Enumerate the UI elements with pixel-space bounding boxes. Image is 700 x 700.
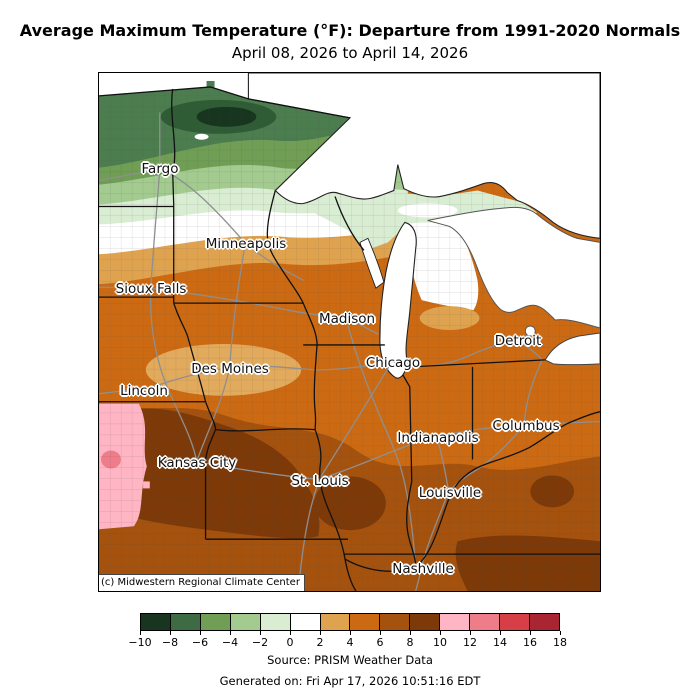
tick-label: 6: [376, 636, 384, 649]
colorbar-segment: [260, 614, 291, 630]
city-label-madison: Madison: [318, 311, 376, 327]
colorbar-segment: [410, 614, 441, 630]
lake-michigan: [379, 221, 417, 379]
tick-mark: [290, 631, 291, 635]
tick-mark: [350, 631, 351, 635]
page-title: Average Maximum Temperature (°F): Depart…: [19, 21, 681, 40]
tick-label: 18: [553, 636, 567, 649]
tick-label: 0: [286, 636, 294, 649]
tick-label: 12: [463, 636, 477, 649]
lake-huron: [427, 206, 600, 329]
city-label-chicago: Chicago: [365, 355, 421, 371]
colorbar-segment: [320, 614, 351, 630]
departure-colorbar: [140, 613, 560, 631]
colorbar-segment: [170, 614, 201, 630]
tick-label: 8: [406, 636, 414, 649]
tick-label: 4: [346, 636, 354, 649]
tick-mark: [380, 631, 381, 635]
map-attribution: (c) Midwestern Regional Climate Center: [99, 574, 305, 591]
tick-label: 16: [523, 636, 537, 649]
colorbar-segment: [141, 614, 171, 630]
colorbar-segment: [290, 614, 321, 630]
tick-label: −8: [161, 636, 179, 649]
generated-line: Generated on: Fri Apr 17, 2026 10:51:16 …: [219, 674, 481, 688]
city-label-des-moines: Des Moines: [191, 361, 269, 377]
tick-mark: [200, 631, 201, 635]
tick-label: −2: [251, 636, 269, 649]
city-label-columbus: Columbus: [492, 418, 560, 434]
city-label-detroit: Detroit: [494, 333, 542, 349]
city-label-kansas-city: Kansas City: [157, 455, 237, 471]
colorbar-segment: [230, 614, 261, 630]
lake-erie: [544, 332, 600, 366]
tick-mark: [320, 631, 321, 635]
devils-lake: [194, 133, 209, 140]
highway-lines: [99, 112, 600, 591]
tick-mark: [500, 631, 501, 635]
city-label-fargo: Fargo: [141, 161, 179, 177]
source-line: Source: PRISM Weather Data: [267, 653, 433, 667]
map-region: Fargo Minneapolis Sioux Falls Madison Detroi…: [98, 72, 601, 592]
tick-mark: [170, 631, 171, 635]
city-label-louisville: Louisville: [418, 485, 482, 501]
tick-label: −4: [221, 636, 239, 649]
colorbar-segment: [500, 614, 530, 630]
tick-label: −6: [191, 636, 209, 649]
lake-st-clair: [524, 325, 536, 337]
tick-mark: [470, 631, 471, 635]
date-range-subtitle: April 08, 2026 to April 14, 2026: [231, 44, 469, 62]
tick-label: 2: [316, 636, 324, 649]
tick-label: 14: [493, 636, 507, 649]
colorbar-segment: [380, 614, 411, 630]
tick-label: −10: [128, 636, 152, 649]
colorbar-segment: [529, 614, 559, 630]
city-label-lincoln: Lincoln: [120, 383, 168, 399]
state-borders: [99, 86, 600, 591]
colorbar-segment: [470, 614, 501, 630]
tick-mark: [260, 631, 261, 635]
map-canvas: [99, 73, 600, 591]
city-label-sioux-falls: Sioux Falls: [115, 281, 187, 297]
tick-mark: [410, 631, 411, 635]
city-label-st-louis: St. Louis: [291, 473, 349, 489]
tick-mark: [440, 631, 441, 635]
city-label-nashville: Nashville: [392, 561, 454, 577]
city-label-minneapolis: Minneapolis: [205, 236, 287, 252]
colorbar-segment: [440, 614, 471, 630]
tick-mark: [140, 631, 141, 635]
city-label-indianapolis: Indianapolis: [397, 430, 479, 446]
lake-superior: [247, 73, 600, 239]
tick-label: 10: [433, 636, 447, 649]
colorbar-segment: [350, 614, 381, 630]
tick-mark: [530, 631, 531, 635]
colorbar-segment: [200, 614, 231, 630]
colorbar-tick-labels: −10 −8 −6 −4 −2 0 2 4 6 8 10 12 14 16 18: [128, 636, 567, 650]
tick-mark: [230, 631, 231, 635]
colorbar-tick-marks: [140, 631, 561, 636]
green-bay: [359, 237, 385, 289]
tick-mark: [560, 631, 561, 635]
